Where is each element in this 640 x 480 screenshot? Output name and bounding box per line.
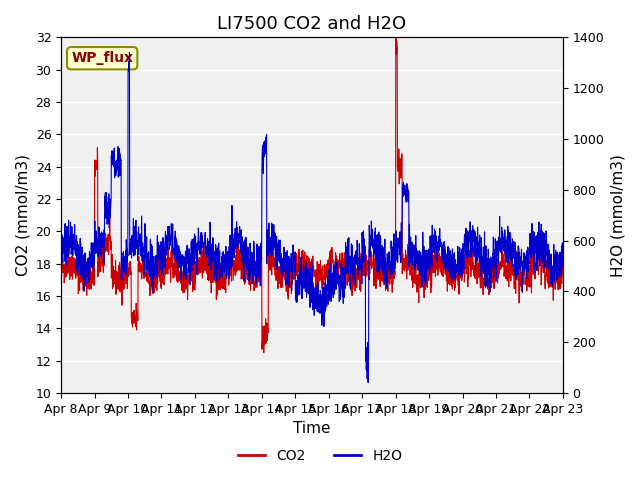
CO2 [337,263,345,268]
CO2 [326,259,334,264]
CO2 [392,35,400,40]
CO2 [197,254,205,260]
H2O [58,262,65,267]
CO2 [458,277,466,283]
CO2 [529,257,537,263]
X-axis label: Time: Time [293,421,331,436]
H2O [364,380,372,385]
CO2 [58,265,65,271]
H2O [529,239,537,244]
H2O [125,49,133,55]
H2O [337,260,345,265]
Y-axis label: H2O (mmol/m3): H2O (mmol/m3) [610,154,625,276]
Line: H2O: H2O [61,52,563,383]
Text: WP_flux: WP_flux [71,51,133,65]
Title: LI7500 CO2 and H2O: LI7500 CO2 and H2O [218,15,406,33]
Y-axis label: CO2 (mmol/m3): CO2 (mmol/m3) [15,154,30,276]
H2O [326,274,334,279]
CO2 [515,272,523,277]
H2O [458,253,466,259]
H2O [197,245,205,251]
CO2 [559,264,566,270]
H2O [515,264,523,270]
Legend: CO2, H2O: CO2, H2O [232,443,408,468]
Line: CO2: CO2 [61,37,563,353]
CO2 [260,350,268,356]
H2O [559,254,566,260]
